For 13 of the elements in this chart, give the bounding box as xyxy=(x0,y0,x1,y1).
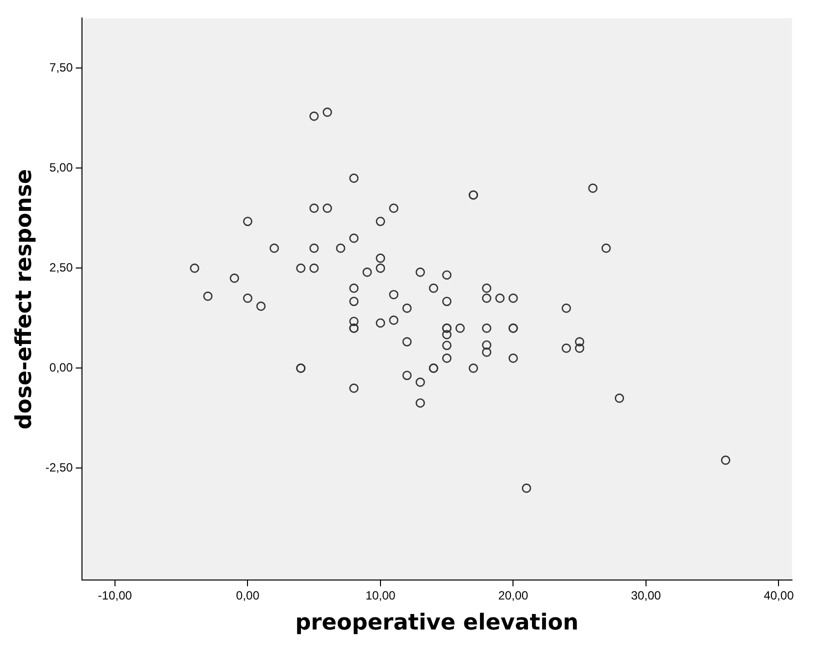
x-tick-label: 20,00 xyxy=(498,588,529,603)
x-tick-label: 40,00 xyxy=(764,588,794,603)
y-tick-label: 0,00 xyxy=(49,360,74,375)
y-tick-label: 2,50 xyxy=(49,260,74,275)
x-tick-label: 10,00 xyxy=(365,588,396,603)
y-tick-label: -2,50 xyxy=(45,460,74,475)
y-tick-label: 7,50 xyxy=(49,60,74,75)
y-axis-title: dose-effect response xyxy=(12,169,37,430)
x-tick-label: 0,00 xyxy=(236,588,260,603)
x-axis-title: preoperative elevation xyxy=(295,610,579,636)
y-tick-label: 5,00 xyxy=(49,160,74,175)
x-tick-label: -10,00 xyxy=(98,588,132,603)
x-tick-label: 30,00 xyxy=(630,588,662,603)
